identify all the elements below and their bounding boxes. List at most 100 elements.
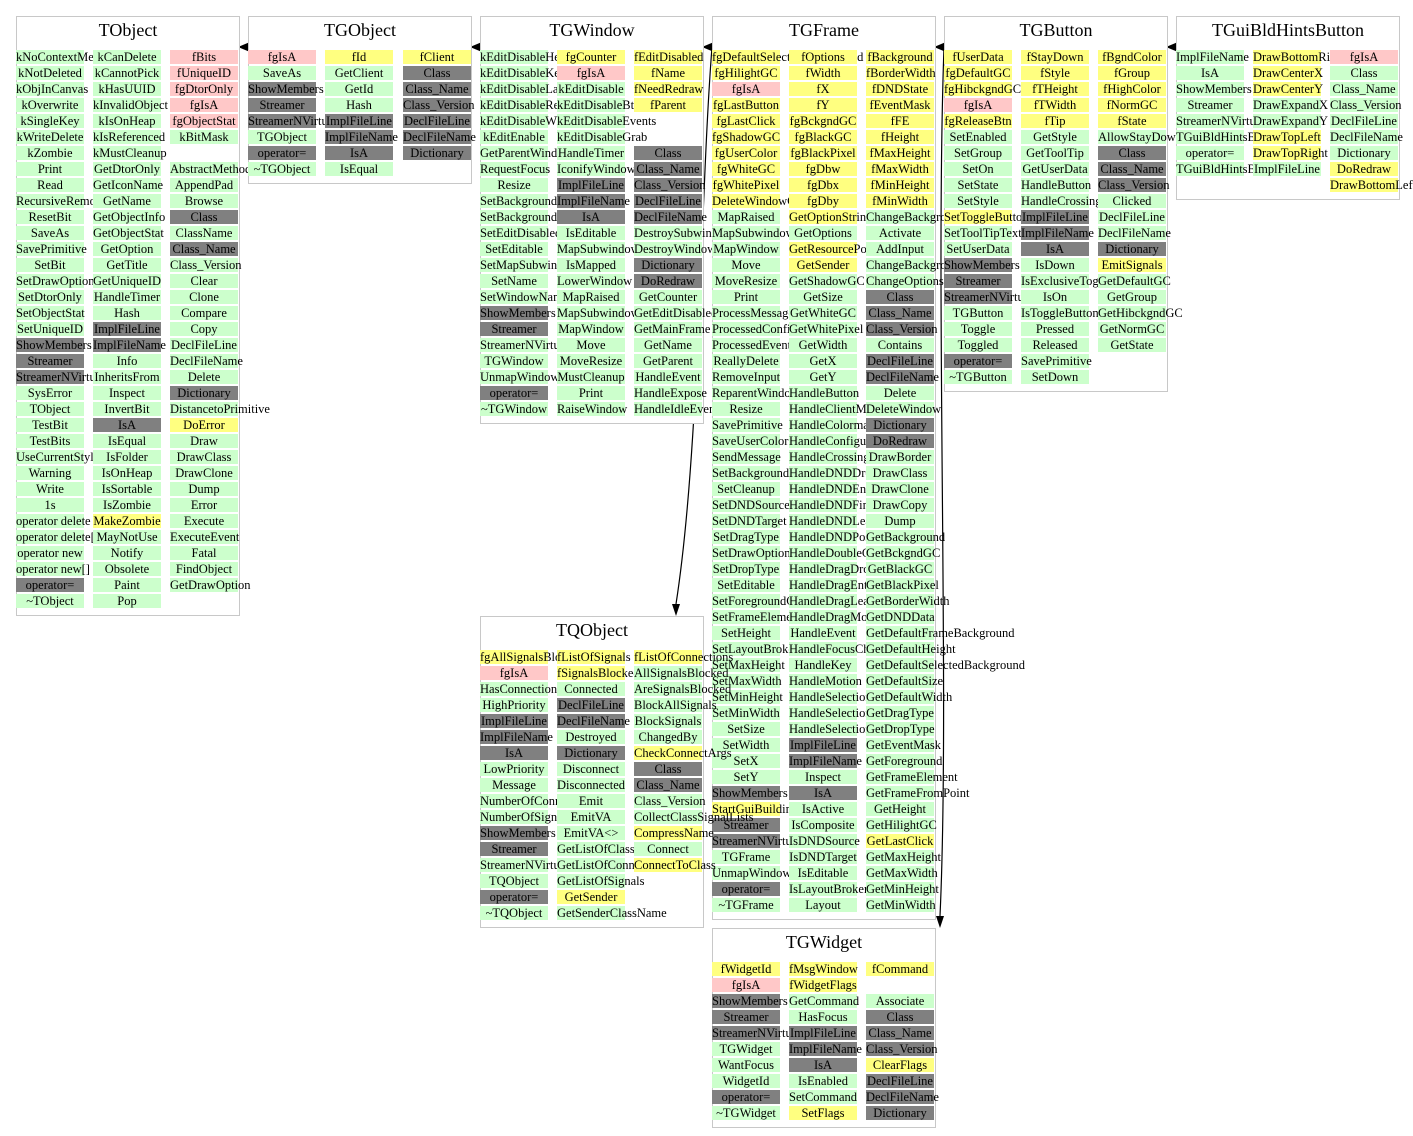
member-method: GetForeground bbox=[866, 754, 943, 768]
member-method: GetGroup bbox=[1098, 290, 1166, 304]
member-method: IsEqual bbox=[325, 162, 393, 176]
member-method: ~TObject bbox=[16, 594, 84, 608]
member-field: GetSender bbox=[557, 890, 625, 904]
member-method: Fatal bbox=[170, 546, 238, 560]
member-method: StreamerNVirtual bbox=[480, 338, 569, 352]
member-method: IsZombie bbox=[93, 498, 161, 512]
member-method: Clone bbox=[170, 290, 238, 304]
member-method: Class_Version bbox=[170, 258, 242, 272]
member-dict: ImplFileName bbox=[557, 194, 630, 208]
member-method: kEditDisableGrab bbox=[557, 130, 648, 144]
member-method: SetDown bbox=[1021, 370, 1089, 384]
member-method: IsFolder bbox=[93, 450, 161, 464]
member-field: fEditDisabled bbox=[634, 50, 704, 64]
member-method: kEditDisableEvents bbox=[557, 114, 657, 128]
member-method: HandleDragLeave bbox=[789, 594, 881, 608]
member-field: fgReleaseBtn bbox=[944, 114, 1012, 128]
member-field: fListOfSignals bbox=[557, 650, 631, 664]
member-method: Class_Version bbox=[634, 794, 706, 808]
member-method: GetHibckgndGC bbox=[1098, 306, 1183, 320]
member-field: fTHeight bbox=[1021, 82, 1089, 96]
member-method: HandleSelectionRequest bbox=[789, 722, 912, 736]
member-method: HasConnection bbox=[480, 682, 558, 696]
member-method: WidgetId bbox=[712, 1074, 780, 1088]
member-method: DeclFileLine bbox=[170, 338, 238, 352]
member-field: GetOptionString bbox=[789, 210, 873, 224]
member-method: GetTitle bbox=[93, 258, 161, 272]
member-method: StreamerNVirtual bbox=[480, 858, 569, 872]
member-dict: DeclFileName bbox=[634, 210, 707, 224]
member-method: Write bbox=[16, 482, 84, 496]
member-dict: operator= bbox=[944, 354, 1012, 368]
member-dict: Dictionary bbox=[403, 146, 471, 160]
member-method: GetSenderClassName bbox=[557, 906, 667, 920]
member-method: GetDefaultFrameBackground bbox=[866, 626, 1015, 640]
member-dict: operator= bbox=[712, 882, 780, 896]
member-method: GetEditDisabled bbox=[634, 306, 718, 320]
member-method: SetBackgroundColor bbox=[712, 466, 818, 480]
member-field: fStyle bbox=[1021, 66, 1089, 80]
member-method: TQObject bbox=[480, 874, 548, 888]
member-method: AllSignalsBlocked bbox=[634, 666, 729, 680]
member-method: Inspect bbox=[93, 386, 161, 400]
member-dict: Class bbox=[1098, 146, 1166, 160]
member-method: Draw bbox=[170, 434, 238, 448]
member-method: Class_Version bbox=[1330, 98, 1402, 112]
member-method: Delete bbox=[170, 370, 238, 384]
member-dict: Class bbox=[170, 210, 238, 224]
member-method: kBitMask bbox=[170, 130, 238, 144]
member-field: fWidth bbox=[789, 66, 857, 80]
member-method: Dictionary bbox=[1330, 146, 1398, 160]
member-field: StartGuiBuilding bbox=[712, 802, 799, 816]
edge-tgobject-tobject-head bbox=[238, 42, 250, 52]
member-method: HandleDNDLeave bbox=[789, 514, 883, 528]
member-method: kSingleKey bbox=[16, 114, 84, 128]
edge-tgframe-tgwindow-head bbox=[702, 42, 714, 52]
member-method: SetDrawOption bbox=[712, 546, 791, 560]
member-isa: fgIsA bbox=[170, 98, 238, 112]
member-field: fgAllSignalsBlocked bbox=[480, 650, 585, 664]
member-dict: ImplFileLine bbox=[93, 322, 161, 336]
member-method: HandleDNDEnter bbox=[789, 482, 880, 496]
member-method: DrawExpandY bbox=[1253, 114, 1328, 128]
member-field: DrawCenterY bbox=[1253, 82, 1324, 96]
member-method: TGButton bbox=[944, 306, 1012, 320]
member-isa: fgIsA bbox=[712, 978, 780, 992]
member-method: kMustCleanup bbox=[93, 146, 167, 160]
member-method: ClassName bbox=[170, 226, 238, 240]
member-method: kEditDisableWidth bbox=[480, 114, 577, 128]
member-dict: Class_Name bbox=[634, 162, 702, 176]
member-method: SavePrimitive bbox=[1021, 354, 1092, 368]
member-method: Paint bbox=[93, 578, 161, 592]
member-method: IsComposite bbox=[789, 818, 857, 832]
member-method: HandleDNDPosition bbox=[789, 530, 894, 544]
member-field: fCommand bbox=[866, 962, 934, 976]
member-field: EmitSignals bbox=[1098, 258, 1166, 272]
member-dict: DeclFileName bbox=[403, 130, 476, 144]
member-method: GetParentWindow bbox=[480, 146, 573, 160]
member-method: ~TGObject bbox=[248, 162, 316, 176]
member-method: GetId bbox=[325, 82, 393, 96]
member-method: AppendPad bbox=[170, 178, 238, 192]
member-dict: operator= bbox=[480, 386, 548, 400]
edge-tgbutton-tgwidget-head bbox=[936, 916, 944, 928]
member-method: SetForegroundColor bbox=[712, 594, 815, 608]
class-title: TGuiBldHintsButton bbox=[1211, 20, 1364, 40]
member-method: DeclFileName bbox=[1330, 130, 1403, 144]
member-method: IsMapped bbox=[557, 258, 625, 272]
member-dict: Dictionary bbox=[557, 746, 625, 760]
member-method: NumberOfSignals bbox=[480, 810, 571, 824]
member-dict: DoRedraw bbox=[634, 274, 702, 288]
member-method: operator delete[] bbox=[16, 530, 99, 544]
member-dict: Class bbox=[403, 66, 471, 80]
member-method: SetEditable bbox=[480, 242, 548, 256]
member-dict: ImplFileName bbox=[1021, 226, 1094, 240]
member-dict: DeclFileName bbox=[866, 1090, 939, 1104]
member-method: SaveUserColor bbox=[712, 434, 789, 448]
member-method: DrawClass bbox=[170, 450, 238, 464]
member-method: Clear bbox=[170, 274, 238, 288]
member-method: Warning bbox=[16, 466, 84, 480]
member-dict: Class_Version bbox=[866, 322, 938, 336]
member-field: fgUserColor bbox=[712, 146, 780, 160]
member-method: GetMinHeight bbox=[866, 882, 939, 896]
